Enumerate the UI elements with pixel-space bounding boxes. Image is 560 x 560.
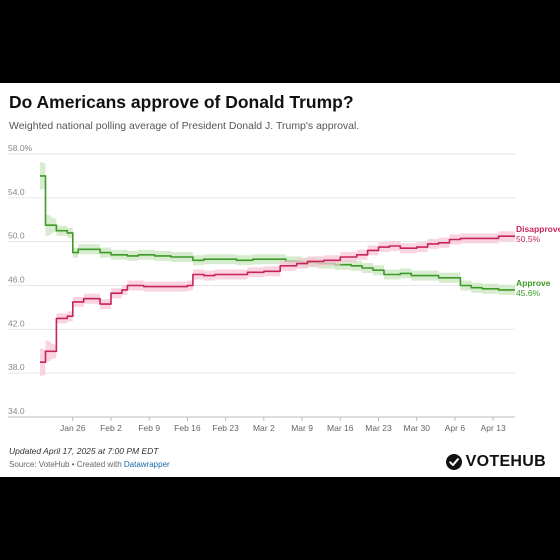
x-tick-label: Feb 2 <box>100 423 122 433</box>
x-tick-label: Mar 2 <box>253 423 275 433</box>
source-text: Source: VoteHub • Created with <box>9 460 124 469</box>
x-tick-label: Feb 23 <box>212 423 239 433</box>
chart-title: Do Americans approve of Donald Trump? <box>9 92 354 112</box>
y-tick-label: 46.0 <box>8 275 25 285</box>
y-tick-label: 54.0 <box>8 187 25 197</box>
disapprove-line <box>40 235 515 363</box>
x-tick-label: Mar 30 <box>403 423 430 433</box>
disapprove-series-label: Disapprove <box>516 224 560 234</box>
approve-series-label: Approve <box>516 278 551 288</box>
x-tick-label: Mar 23 <box>365 423 392 433</box>
y-tick-label: 38.0 <box>8 362 25 372</box>
datawrapper-link[interactable]: Datawrapper <box>123 460 170 469</box>
x-tick-label: Jan 26 <box>60 423 86 433</box>
source-line: Source: VoteHub • Created with Datawrapp… <box>9 460 170 469</box>
approve-end-value: 45.6% <box>516 288 541 298</box>
brand-name: VOTEHUB <box>465 453 546 470</box>
approve-uncertainty-band <box>40 161 515 295</box>
approval-line-chart: 34.0 38.0 42.0 46.0 50.0 54.0 58.0% Jan 26 Feb 2… <box>8 143 560 433</box>
x-tick-label: Apr 6 <box>445 423 466 433</box>
y-tick-label: 58.0% <box>8 143 33 153</box>
x-tick-label: Mar 16 <box>327 423 354 433</box>
chart-card: Do Americans approve of Donald Trump? We… <box>0 83 560 477</box>
x-tick-label: Feb 16 <box>174 423 201 433</box>
disapprove-end-value: 50.5% <box>516 234 541 244</box>
y-tick-label: 50.0 <box>8 231 25 241</box>
approve-line <box>40 175 515 291</box>
votehub-logo: VOTEHUB <box>445 453 546 471</box>
chart-subtitle: Weighted national polling average of Pre… <box>9 120 360 132</box>
check-circle-icon <box>445 454 462 470</box>
y-tick-label: 34.0 <box>8 406 25 416</box>
x-tick-label: Apr 13 <box>481 423 506 433</box>
x-tick-label: Feb 9 <box>138 423 160 433</box>
y-tick-label: 42.0 <box>8 318 25 328</box>
x-tick-label: Mar 9 <box>291 423 313 433</box>
update-note: Updated April 17, 2025 at 7:00 PM EDT <box>9 446 159 456</box>
